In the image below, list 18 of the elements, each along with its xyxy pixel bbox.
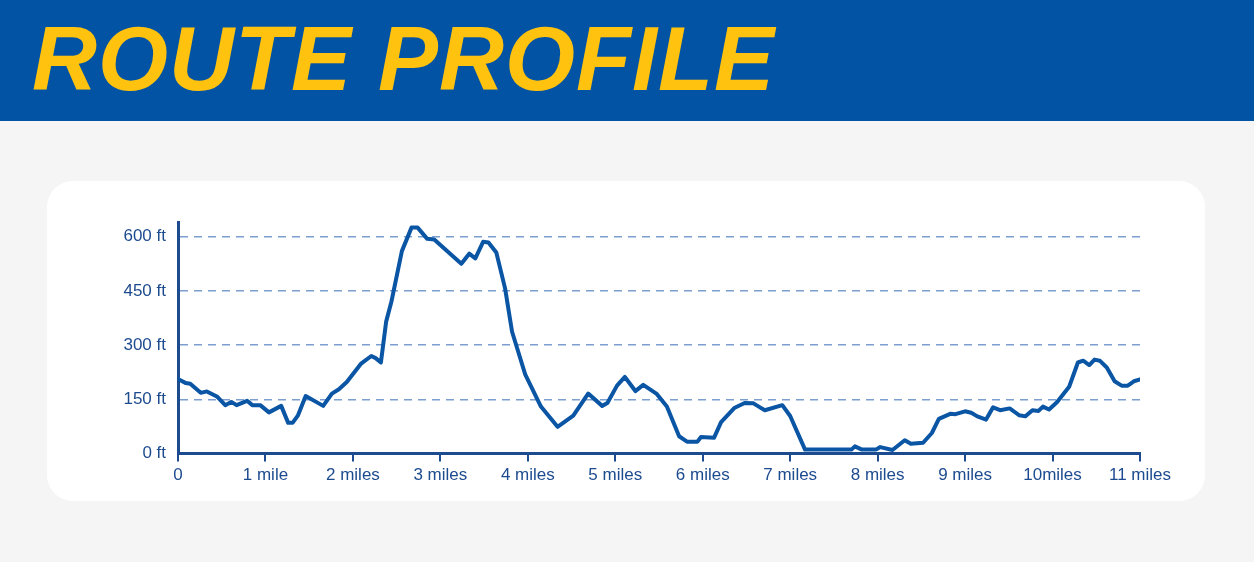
chart-title: ROUTE PROFILE [32,8,776,111]
x-tick-label: 8 miles [850,465,905,485]
x-tick-label: 0 [173,465,183,485]
x-tick-label: 10miles [1023,465,1082,485]
x-tick-label: 4 miles [500,465,555,485]
x-tick-label: 3 miles [413,465,468,485]
x-tick-label: 1 mile [242,465,289,485]
x-tick-label: 2 miles [325,465,380,485]
x-tick-label: 11 miles [1108,465,1172,485]
x-tick-label: 7 miles [763,465,818,485]
y-tick-label: 300 ft [123,334,167,354]
y-tick-label: 600 ft [123,226,167,246]
y-tick-label: 450 ft [123,280,167,300]
x-tick-label: 6 miles [675,465,730,485]
x-tick-label: 9 miles [938,465,993,485]
y-tick-label: 150 ft [123,389,167,409]
y-tick-label: 0 ft [142,443,167,463]
x-tick-label: 5 miles [588,465,643,485]
